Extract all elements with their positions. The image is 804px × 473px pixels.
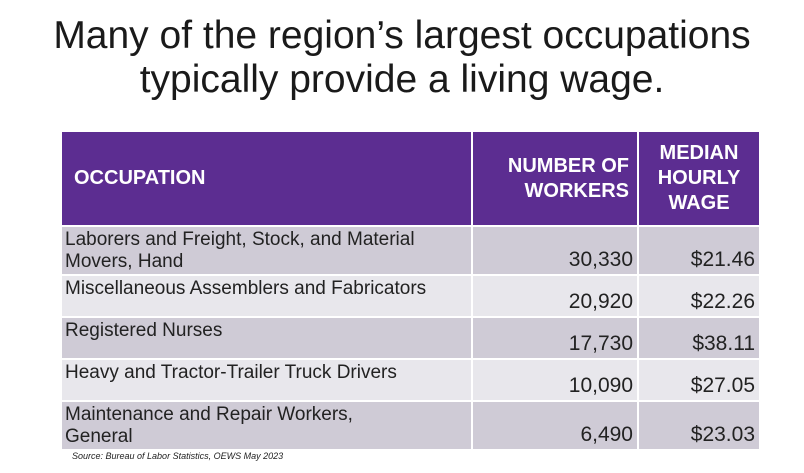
source-note: Source: Bureau of Labor Statistics, OEWS… xyxy=(72,451,284,461)
slide-title: Many of the region’s largest occupations… xyxy=(0,14,804,102)
header-median-hourly-wage: MEDIAN HOURLY WAGE xyxy=(638,132,759,226)
header-workers-line-1: NUMBER OF xyxy=(507,154,629,177)
occupation-line-2: General xyxy=(65,426,133,447)
wage-cell: $22.26 xyxy=(638,274,759,317)
occupation-cell: Heavy and Tractor-Trailer Truck Drivers xyxy=(62,358,473,401)
occupation-line-2: Movers, Hand xyxy=(65,251,184,272)
table-row: Registered Nurses 17,730 $38.11 xyxy=(62,316,759,359)
table-row: Laborers and Freight, Stock, and Materia… xyxy=(62,225,759,275)
table-header-row: OCCUPATION NUMBER OF WORKERS MEDIAN HOUR… xyxy=(62,132,759,226)
header-workers-line-2: WORKERS xyxy=(524,179,629,202)
title-line-1: Many of the region’s largest occupations xyxy=(53,14,751,57)
header-wage-line-2: HOURLY xyxy=(657,167,741,189)
occupation-cell: Miscellaneous Assemblers and Fabricators xyxy=(62,274,473,317)
workers-cell: 6,490 xyxy=(472,400,639,449)
workers-cell: 10,090 xyxy=(472,358,639,401)
occupations-table: OCCUPATION NUMBER OF WORKERS MEDIAN HOUR… xyxy=(62,132,759,449)
occupation-line-1: Heavy and Tractor-Trailer Truck Drivers xyxy=(65,362,397,383)
workers-cell: 30,330 xyxy=(472,225,639,275)
occupation-cell: Maintenance and Repair Workers, General xyxy=(62,400,473,449)
wage-cell: $23.03 xyxy=(638,400,759,449)
table-row: Maintenance and Repair Workers, General … xyxy=(62,400,759,449)
occupation-cell: Laborers and Freight, Stock, and Materia… xyxy=(62,225,473,275)
occupation-line-1: Maintenance and Repair Workers, xyxy=(65,404,353,425)
title-line-2: typically provide a living wage. xyxy=(139,58,665,101)
workers-cell: 20,920 xyxy=(472,274,639,317)
occupation-line-1: Registered Nurses xyxy=(65,320,223,341)
occupation-cell: Registered Nurses xyxy=(62,316,473,359)
wage-cell: $38.11 xyxy=(638,316,759,359)
occupation-line-1: Laborers and Freight, Stock, and Materia… xyxy=(65,229,415,250)
header-number-of-workers: NUMBER OF WORKERS xyxy=(472,132,639,226)
occupation-line-1: Miscellaneous Assemblers and Fabricators xyxy=(65,278,427,299)
header-occupation: OCCUPATION xyxy=(62,132,473,226)
table-row: Miscellaneous Assemblers and Fabricators… xyxy=(62,274,759,317)
table-row: Heavy and Tractor-Trailer Truck Drivers … xyxy=(62,358,759,401)
header-wage-line-1: MEDIAN xyxy=(659,142,739,164)
wage-cell: $21.46 xyxy=(638,225,759,275)
header-wage-line-3: WAGE xyxy=(668,192,730,214)
wage-cell: $27.05 xyxy=(638,358,759,401)
workers-cell: 17,730 xyxy=(472,316,639,359)
